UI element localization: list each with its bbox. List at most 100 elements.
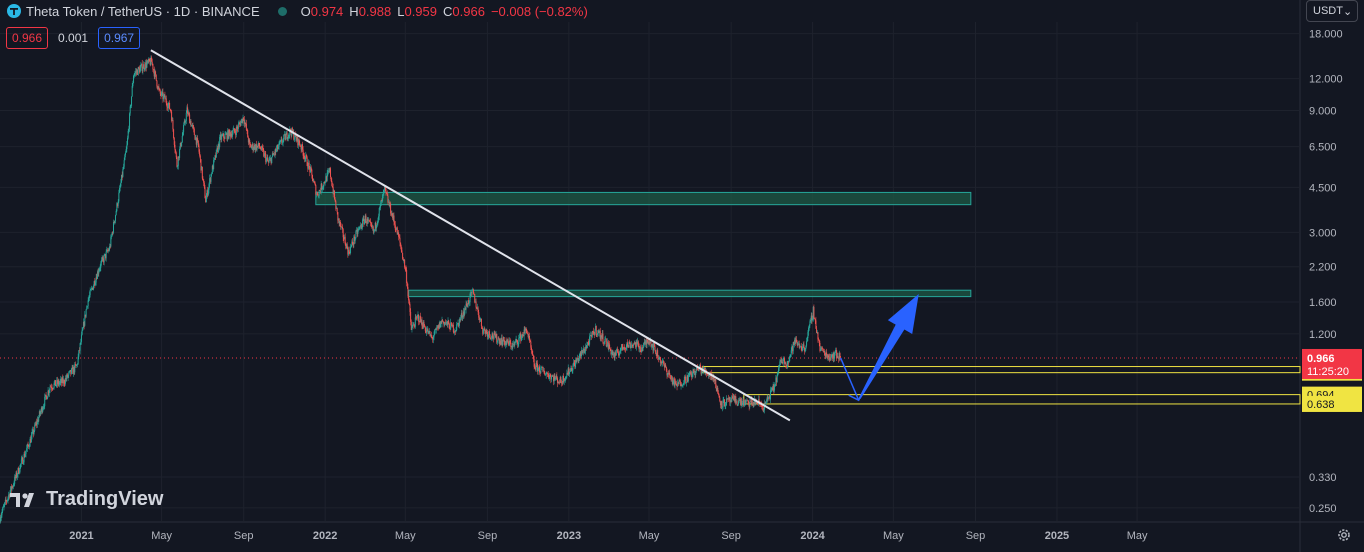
candle-body — [774, 384, 776, 386]
candle-body — [173, 138, 175, 145]
candle-body — [734, 396, 736, 402]
candle-body — [347, 248, 349, 255]
candle-body — [187, 107, 189, 115]
candle-body — [678, 380, 680, 385]
candle-body — [325, 176, 327, 183]
candle-body — [815, 320, 817, 329]
candle-body — [299, 145, 301, 147]
candle-body — [518, 337, 520, 345]
candle-body — [224, 134, 226, 139]
candle-body — [793, 342, 795, 345]
candle-body — [54, 380, 56, 384]
candle-body — [670, 376, 672, 380]
candle-body — [289, 128, 291, 135]
trendline — [150, 49, 791, 422]
candle-body — [797, 343, 799, 346]
candle-body — [782, 358, 784, 364]
candle-body — [810, 315, 812, 320]
candle-body — [400, 242, 402, 247]
candle-body — [507, 339, 509, 343]
candle-body — [569, 371, 571, 375]
candle-body — [579, 354, 581, 359]
candle-body — [24, 453, 26, 457]
candle-body — [561, 382, 563, 384]
candle-body — [445, 322, 447, 324]
candle-body — [830, 357, 832, 359]
market-status-icon — [277, 6, 287, 16]
tradingview-icon — [10, 492, 34, 507]
candle-body — [591, 331, 593, 337]
candle-body — [197, 138, 199, 141]
candle-body — [336, 207, 338, 213]
candle-body — [675, 381, 677, 384]
sell-button[interactable]: 0.966 — [6, 27, 49, 49]
candle-body — [51, 387, 53, 389]
candle-body — [432, 338, 434, 340]
candle-body — [307, 165, 309, 169]
candle-body — [204, 187, 206, 199]
candle-body — [641, 347, 643, 353]
candle-body — [74, 364, 76, 373]
candle-body — [695, 366, 697, 372]
candle-body — [154, 71, 156, 77]
candle-body — [818, 339, 820, 340]
candle-body — [267, 161, 269, 163]
candle-body — [158, 86, 160, 89]
candle-body — [237, 128, 239, 129]
candle-body — [92, 285, 94, 290]
candle-body — [714, 379, 716, 382]
candle-body — [700, 368, 702, 374]
candle-body — [4, 502, 6, 506]
candle-body — [84, 314, 86, 317]
candle-body — [738, 400, 740, 402]
candle-body — [185, 120, 187, 123]
candle-body — [52, 387, 54, 389]
buy-button[interactable]: 0.967 — [98, 27, 141, 49]
candle-body — [771, 387, 773, 389]
candle-body — [159, 88, 161, 91]
candle-body — [463, 311, 465, 315]
candle-body — [141, 63, 143, 72]
candle-body — [639, 346, 641, 349]
candle-body — [217, 143, 219, 152]
candle-body — [606, 345, 608, 347]
candle-body — [192, 125, 194, 127]
candle-body — [625, 348, 627, 350]
currency-dropdown[interactable]: USDT ⌄ — [1306, 0, 1358, 22]
candle-body — [665, 364, 667, 367]
tradingview-logo[interactable]: TradingView — [10, 488, 163, 511]
candle-body — [464, 308, 466, 310]
candle-body — [498, 338, 500, 344]
gear-icon[interactable] — [1336, 527, 1352, 543]
candle-body — [665, 366, 667, 371]
candle-body — [467, 300, 469, 307]
candle-body — [67, 375, 69, 378]
candle-body — [103, 255, 105, 263]
candle-body — [620, 347, 622, 351]
candle-body — [76, 364, 78, 365]
candle-body — [514, 342, 516, 345]
candle-body — [788, 361, 790, 363]
candle-body — [433, 335, 435, 338]
candle-body — [615, 350, 617, 356]
candle-body — [399, 237, 401, 243]
candle-body — [316, 193, 318, 195]
candle-body — [715, 379, 717, 389]
candle-body — [768, 396, 770, 398]
candle-body — [446, 321, 448, 325]
candle-body — [684, 376, 686, 378]
candle-body — [189, 114, 191, 124]
candle-body — [26, 444, 28, 449]
candle-body — [553, 376, 555, 382]
candle-body — [275, 148, 277, 152]
symbol-title[interactable]: Theta Token / TetherUS · 1D · BINANCE — [26, 3, 260, 19]
candle-body — [566, 372, 568, 377]
candle-body — [215, 149, 217, 158]
candle-body — [655, 353, 657, 356]
candle-body — [806, 341, 808, 346]
candle-body — [751, 399, 753, 404]
candle-body — [2, 506, 4, 508]
candle-body — [131, 86, 133, 97]
candle-body — [252, 143, 254, 150]
